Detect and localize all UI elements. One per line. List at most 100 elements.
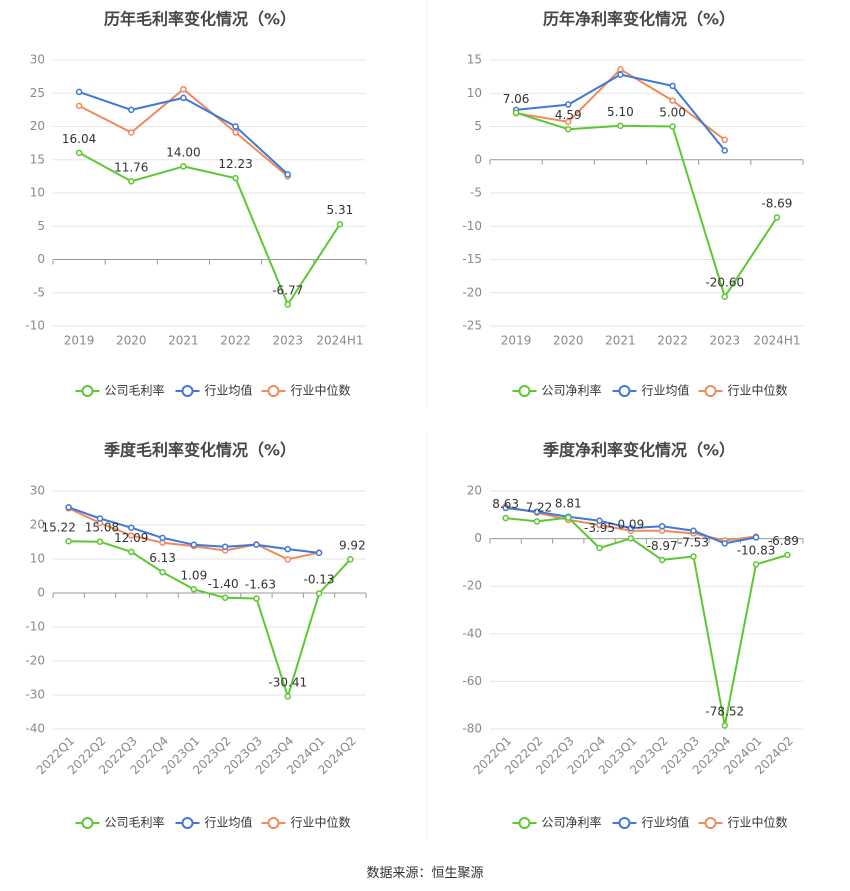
data-point-company bbox=[96, 538, 104, 545]
data-point-company bbox=[658, 556, 666, 564]
legend-item: 公司净利率 bbox=[512, 815, 602, 830]
data-point-company bbox=[221, 594, 229, 602]
data-point-company bbox=[752, 561, 760, 568]
y-tick-label: -30 bbox=[25, 688, 45, 702]
legend-swatch-marker bbox=[267, 817, 280, 829]
x-tick-label: 2020 bbox=[116, 334, 147, 348]
series-line-company bbox=[505, 516, 788, 727]
legend-item: 行业均值 bbox=[175, 815, 253, 830]
data-label: 0.09 bbox=[617, 517, 644, 531]
legend-swatch-marker bbox=[181, 385, 194, 397]
data-label: 8.81 bbox=[555, 497, 582, 511]
legend-label: 公司净利率 bbox=[542, 383, 602, 398]
y-tick-label: 5 bbox=[37, 219, 45, 233]
series-line-company bbox=[78, 151, 341, 306]
data-label: 8.63 bbox=[492, 497, 519, 511]
data-point-company bbox=[336, 220, 344, 228]
data-point-company bbox=[65, 538, 72, 545]
legend: 公司净利率 行业均值 行业中位数 bbox=[512, 383, 788, 398]
data-label: 6.13 bbox=[149, 551, 176, 565]
y-tick-label: -10 bbox=[25, 319, 45, 333]
data-point-company bbox=[627, 535, 635, 542]
chart-title: 历年毛利率变化情况（%） bbox=[104, 10, 296, 29]
legend-swatch-marker bbox=[618, 817, 631, 829]
data-point-industry-avg bbox=[96, 515, 104, 522]
data-point-industry-avg bbox=[190, 541, 198, 548]
data-point-industry-avg bbox=[65, 504, 72, 511]
y-tick-label: 30 bbox=[30, 484, 45, 498]
y-tick-label: -10 bbox=[462, 219, 482, 233]
data-label: -3.95 bbox=[584, 521, 615, 535]
data-label: -7.53 bbox=[678, 536, 709, 550]
legend-swatch-marker bbox=[81, 817, 94, 829]
data-point-company bbox=[784, 551, 791, 559]
data-point-company bbox=[284, 301, 291, 308]
data-point-industry-avg bbox=[721, 540, 728, 547]
legend-swatch-marker bbox=[704, 385, 717, 397]
data-point-company bbox=[565, 125, 572, 133]
data-point-industry-avg bbox=[690, 527, 697, 534]
legend-item: 行业均值 bbox=[612, 815, 690, 830]
legend-label: 公司净利率 bbox=[542, 815, 602, 830]
y-tick-label: 25 bbox=[30, 86, 45, 100]
y-tick-label: 15 bbox=[467, 53, 482, 67]
x-tick-label: 2024H1 bbox=[316, 334, 363, 348]
data-label: -8.97 bbox=[647, 539, 678, 553]
chart-panel-4: 季度净利率变化情况（%）200-20-40-60-802022Q12022Q22… bbox=[462, 441, 804, 830]
y-tick-label: 10 bbox=[30, 552, 45, 566]
x-tick-label: 2023 bbox=[709, 334, 740, 348]
data-point-industry-avg bbox=[502, 504, 509, 512]
data-point-industry-median bbox=[232, 129, 239, 136]
y-tick-label: 0 bbox=[37, 252, 45, 266]
data-point-company bbox=[596, 544, 603, 552]
y-tick-label: 10 bbox=[30, 186, 45, 200]
y-tick-label: -20 bbox=[462, 579, 482, 593]
chart-panel-2: 历年净利率变化情况（%） 15 10 5 0 -5 -10 -15 -20 -25 2019 2020… bbox=[462, 10, 804, 398]
data-label: 11.76 bbox=[114, 160, 148, 174]
data-label: 4.59 bbox=[555, 108, 582, 122]
data-point-industry-avg bbox=[721, 147, 728, 154]
data-label: 7.06 bbox=[503, 92, 530, 106]
data-point-company bbox=[315, 590, 323, 597]
x-tick-label: 2024H1 bbox=[753, 334, 800, 348]
y-tick-label: -80 bbox=[462, 722, 482, 736]
y-tick-label: -40 bbox=[462, 626, 482, 640]
legend-item: 公司毛利率 bbox=[75, 383, 165, 398]
y-tick-label: 20 bbox=[30, 119, 45, 133]
data-label: -10.83 bbox=[737, 543, 776, 557]
data-label: 16.04 bbox=[62, 132, 96, 146]
series-line-industry-avg bbox=[78, 90, 289, 176]
data-label: -6.89 bbox=[768, 534, 799, 548]
data-point-industry-median bbox=[75, 102, 83, 110]
data-point-industry-avg bbox=[596, 517, 603, 524]
data-label: -78.52 bbox=[705, 704, 744, 718]
data-point-company bbox=[128, 178, 135, 185]
legend-item: 公司毛利率 bbox=[75, 815, 165, 830]
data-point-company bbox=[617, 122, 624, 130]
data-point-company bbox=[284, 693, 291, 700]
data-point-industry-avg bbox=[658, 522, 666, 530]
data-point-company bbox=[669, 123, 676, 130]
data-label: -20.60 bbox=[705, 276, 744, 290]
data-point-company bbox=[347, 556, 354, 563]
legend-item: 公司净利率 bbox=[512, 383, 602, 398]
data-point-industry-avg bbox=[180, 94, 187, 102]
legend-label: 行业中位数 bbox=[728, 815, 788, 830]
data-point-industry-avg bbox=[533, 508, 541, 515]
data-label: 5.00 bbox=[659, 106, 686, 120]
data-point-industry-median bbox=[180, 86, 187, 93]
data-point-industry-avg bbox=[315, 549, 323, 557]
data-label: 7.22 bbox=[526, 500, 553, 514]
data-point-industry-median bbox=[669, 97, 676, 104]
legend-label: 行业均值 bbox=[205, 815, 253, 830]
y-tick-label: 5 bbox=[474, 119, 482, 133]
data-label: -1.40 bbox=[208, 577, 239, 591]
data-point-industry-avg bbox=[669, 82, 676, 90]
y-tick-label: 0 bbox=[474, 531, 482, 545]
y-tick-label: 20 bbox=[467, 484, 482, 498]
legend-item: 行业中位数 bbox=[698, 815, 788, 830]
data-point-industry-median bbox=[565, 118, 572, 126]
data-label: 15.08 bbox=[85, 521, 119, 535]
chart-panel-3: 季度毛利率变化情况（%）3020100-10-20-30-402022Q1202… bbox=[25, 441, 367, 830]
